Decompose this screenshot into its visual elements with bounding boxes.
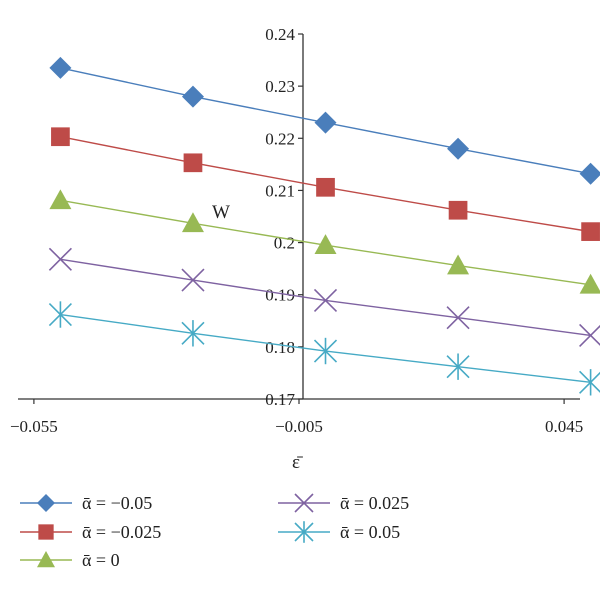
data-point bbox=[49, 56, 72, 79]
legend-item-1: ᾱ = −0.05 bbox=[20, 493, 152, 513]
data-point bbox=[314, 234, 337, 254]
series-3 bbox=[49, 189, 600, 294]
y-tick-label: 0.19 bbox=[265, 286, 295, 305]
data-point bbox=[447, 137, 470, 160]
y-tick-label: 0.2 bbox=[274, 234, 295, 253]
data-point bbox=[181, 212, 204, 233]
data-point bbox=[51, 127, 70, 147]
y-tick-label: 0.17 bbox=[265, 390, 295, 409]
data-point bbox=[447, 254, 470, 275]
legend-marker bbox=[294, 521, 314, 543]
y-tick-label: 0.23 bbox=[265, 77, 295, 96]
data-point bbox=[579, 162, 600, 185]
legend-label: ᾱ = −0.025 bbox=[82, 522, 161, 542]
data-point bbox=[581, 222, 600, 241]
series-5 bbox=[48, 301, 600, 396]
x-tick-label: 0.045 bbox=[545, 417, 583, 436]
data-point bbox=[48, 247, 72, 271]
data-point bbox=[448, 200, 468, 220]
data-point bbox=[181, 85, 204, 108]
data-point bbox=[48, 301, 72, 328]
series-1 bbox=[49, 56, 600, 185]
data-point bbox=[183, 153, 203, 173]
data-point bbox=[579, 323, 600, 347]
data-point bbox=[446, 306, 470, 330]
data-point bbox=[579, 273, 600, 294]
legend-marker bbox=[38, 524, 54, 540]
x-axis-label: ε̄ bbox=[292, 452, 303, 473]
series-4 bbox=[48, 247, 600, 347]
legend-item-4: ᾱ = 0.025 bbox=[278, 493, 409, 513]
series-line bbox=[60, 258, 591, 337]
legend-label: ᾱ = 0 bbox=[82, 550, 120, 570]
legend-label: ᾱ = 0.05 bbox=[340, 522, 400, 542]
legend-item-2: ᾱ = −0.025 bbox=[20, 522, 161, 542]
y-tick-label: 0.22 bbox=[265, 129, 295, 148]
y-tick-label: 0.18 bbox=[265, 338, 295, 357]
y-tick-label: 0.21 bbox=[265, 181, 295, 200]
data-point bbox=[313, 337, 338, 365]
legend-label: ᾱ = 0.025 bbox=[340, 493, 409, 513]
legend-marker bbox=[37, 551, 55, 568]
y-axis-label: W bbox=[212, 202, 230, 223]
data-point bbox=[313, 288, 338, 313]
data-point bbox=[579, 369, 600, 396]
data-point bbox=[314, 111, 337, 134]
data-point bbox=[316, 177, 335, 197]
y-tick-label: 0.24 bbox=[265, 25, 295, 44]
legend-marker bbox=[294, 493, 314, 513]
data-point bbox=[446, 353, 470, 380]
legend-label: ᾱ = −0.05 bbox=[82, 493, 152, 513]
legend-marker bbox=[37, 494, 55, 512]
data-point bbox=[181, 320, 205, 347]
series-2 bbox=[51, 127, 600, 241]
x-tick-label: −0.005 bbox=[275, 417, 323, 436]
x-tick-label: −0.055 bbox=[10, 417, 58, 436]
legend: ᾱ = −0.05 ᾱ = −0.025 ᾱ = 0 ᾱ = 0.025 ᾱ = 0.0… bbox=[20, 493, 409, 570]
legend-item-3: ᾱ = 0 bbox=[20, 550, 120, 570]
legend-item-5: ᾱ = 0.05 bbox=[278, 521, 400, 543]
data-point bbox=[181, 268, 205, 292]
plot-area: 0.17 0.18 0.19 0.2 0.21 0.22 0.23 0.24 −0.055 −0.… bbox=[10, 25, 600, 436]
data-point bbox=[49, 189, 72, 210]
